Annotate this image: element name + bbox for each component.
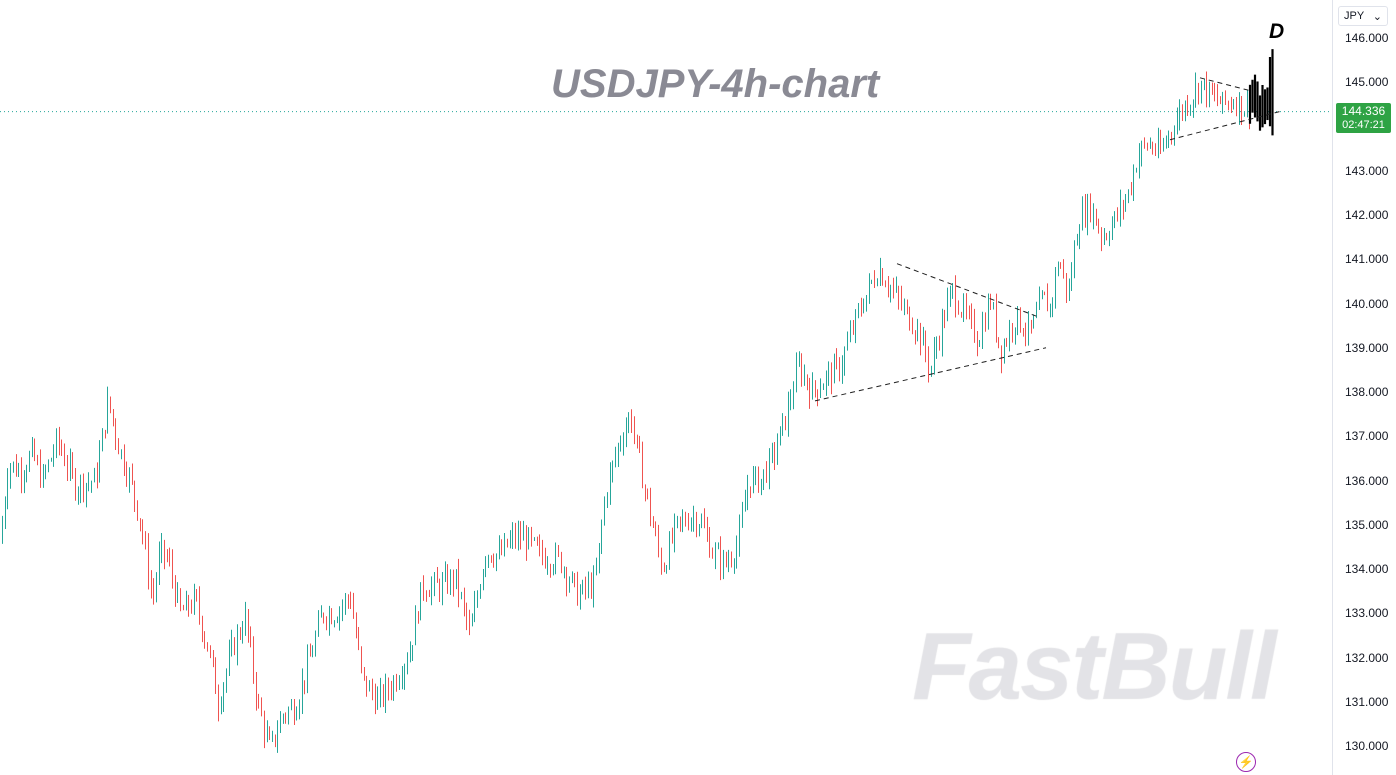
price-tick-label: 138.000 bbox=[1345, 385, 1389, 399]
fastbull-watermark: FastBull bbox=[912, 613, 1277, 720]
trendline bbox=[1199, 77, 1253, 92]
last-price-value: 144.336 bbox=[1341, 104, 1386, 118]
price-tick-label: 142.000 bbox=[1345, 208, 1389, 222]
currency-select[interactable]: JPY ⌄ bbox=[1338, 6, 1388, 26]
price-tick-label: 134.000 bbox=[1345, 562, 1389, 576]
price-tick-label: 137.000 bbox=[1345, 429, 1389, 444]
price-tick-label: 136.000 bbox=[1345, 473, 1389, 488]
price-tick-label: 135.000 bbox=[1345, 517, 1389, 532]
bar-countdown: 02:47:21 bbox=[1342, 119, 1385, 131]
price-tick-label: 132.000 bbox=[1345, 650, 1389, 665]
chevron-down-icon: ⌄ bbox=[1372, 10, 1382, 23]
last-price-badge: 144.336 02:47:21 bbox=[1336, 103, 1391, 133]
chart-title: USDJPY-4h-chart bbox=[551, 62, 880, 106]
flash-glyph: ⚡ bbox=[1238, 755, 1254, 769]
wave-label-d: D bbox=[1269, 20, 1285, 43]
price-tick-label: 143.000 bbox=[1345, 163, 1389, 178]
price-tick-label: 146.000 bbox=[1345, 31, 1389, 45]
trendline bbox=[896, 263, 1039, 318]
currency-label: JPY bbox=[1344, 10, 1365, 22]
price-tick-label: 139.000 bbox=[1345, 340, 1389, 355]
price-tick-label: 131.000 bbox=[1345, 694, 1389, 709]
chart-canvas[interactable] bbox=[0, 0, 1332, 775]
trendline bbox=[814, 347, 1047, 402]
price-tick-label: 140.000 bbox=[1345, 296, 1389, 311]
chart-area[interactable]: USDJPY-4h-chart D FastBull ⚡ bbox=[0, 0, 1332, 775]
price-tick-label: 130.000 bbox=[1345, 739, 1389, 753]
price-tick-label: 145.000 bbox=[1345, 75, 1389, 90]
price-tick-label: 141.000 bbox=[1345, 252, 1389, 267]
trendline bbox=[1169, 110, 1283, 141]
price-tick-label: 133.000 bbox=[1345, 606, 1389, 621]
flash-icon[interactable]: ⚡ bbox=[1236, 752, 1256, 772]
